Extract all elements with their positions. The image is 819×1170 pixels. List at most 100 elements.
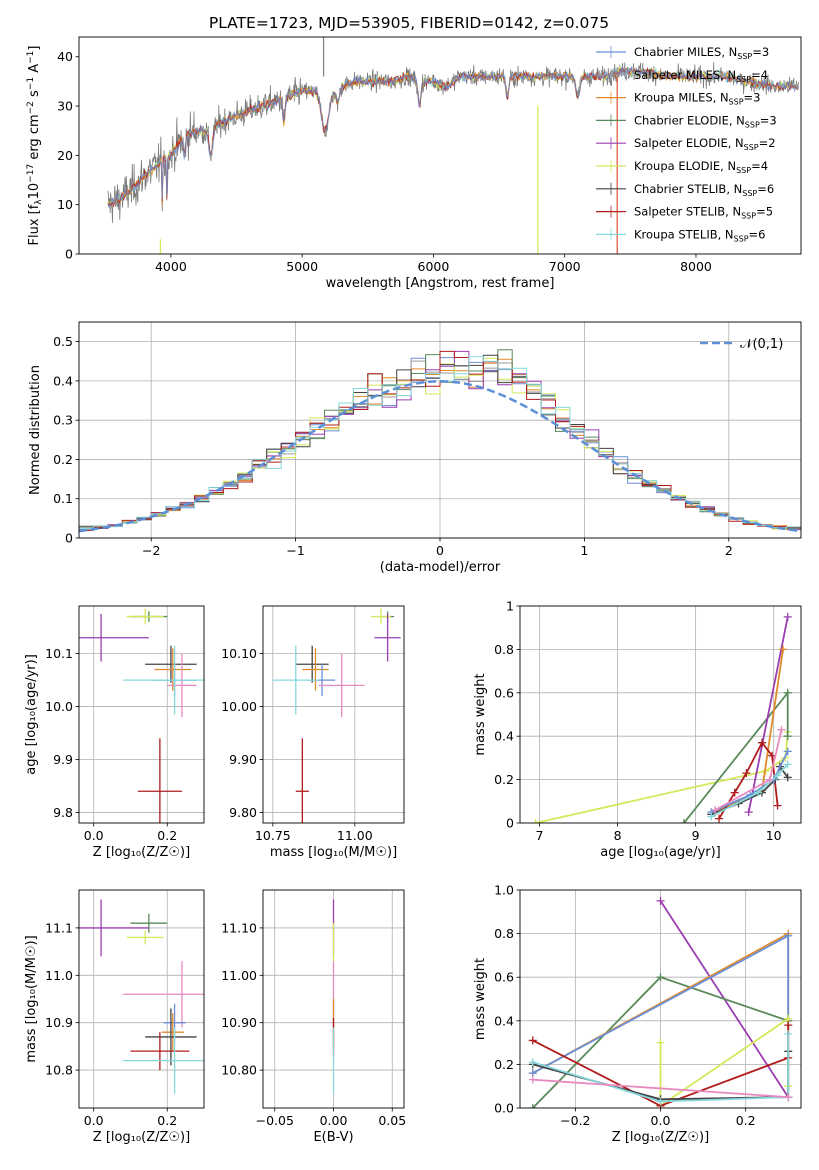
chart-age_vs_Z: 0.0 0.2 9.8 9.9 10.0 10.1 Z [log₁₀(Z/Z☉)] age [… [24, 605, 205, 860]
chart-spectrum: 4000 5000 6000 7000 8000 0 10 20 30 40 wavelength … [26, 36, 802, 291]
weight-point-marker [656, 896, 665, 905]
y-tick-label: 30 [57, 99, 73, 114]
y-tick-label: 10.9 [45, 1015, 73, 1030]
legend-label: Chabrier MILES, NSSP=3 [634, 45, 769, 61]
y-tick-label: 40 [57, 49, 73, 64]
plot-area-weight_vs_Z [520, 890, 801, 1108]
y-tick-label: 0 [65, 531, 73, 546]
errorbar-point [161, 1013, 184, 1052]
errorbar-point [302, 648, 329, 691]
weight-point-marker [707, 812, 716, 821]
x-tick-label: 1 [580, 543, 588, 558]
x-tick-label: 7000 [549, 259, 581, 274]
y-tick-label: 0.3 [53, 413, 73, 428]
weight-series-line [532, 1033, 790, 1103]
weight-point-marker [784, 1093, 793, 1102]
y-axis-label-part: λ [34, 199, 44, 205]
y-axis-label-part: ] [27, 46, 42, 51]
x-tick-label: 0.2 [157, 828, 177, 843]
y-axis-label: mass [log₁₀(M/M☉)] [24, 935, 39, 1062]
legend-label: Salpeter MILES, NSSP=4 [634, 68, 768, 84]
legend-suffix: =4 [751, 159, 768, 173]
y-axis-label-part: Flux [f [27, 204, 42, 245]
errorbar-point [79, 613, 149, 662]
weight-point-marker [773, 771, 782, 780]
weight-series-line [535, 731, 789, 823]
chart-mass_vs_ebv: −0.05 0.00 0.05 10.80 10.90 11.00 11.10 E(B-V) [221, 889, 406, 1145]
legend-sub: SSP [736, 166, 751, 175]
x-axis-label: E(B-V) [313, 1130, 353, 1145]
legend-name: Chabrier ELODIE, N [634, 113, 745, 127]
x-tick-label: 0.00 [320, 1113, 348, 1128]
legend-sub: SSP [736, 75, 751, 84]
x-tick-label: 0.2 [736, 1113, 756, 1128]
y-tick-label: 10.0 [45, 699, 73, 714]
legend-label: Kroupa ELODIE, NSSP=4 [634, 159, 768, 175]
chart-weight_vs_age: 7 8 9 10 0 0.2 0.4 0.6 0.8 1 age [log₁₀(age/yr)] ma… [473, 599, 802, 860]
legend-sub: SSP [729, 98, 744, 107]
x-axis-label: mass [log₁₀(M/M☉)] [270, 845, 397, 860]
axes-frame [78, 321, 802, 539]
x-axis-label: Z [log₁₀(Z/Z☉)] [93, 1130, 190, 1145]
legend-suffix: =4 [751, 68, 768, 82]
errorbar-point [123, 645, 204, 715]
y-axis-label: age [log₁₀(age/yr)] [24, 654, 39, 775]
x-tick-label: −0.05 [256, 1113, 294, 1128]
legend-sub: SSP [744, 143, 759, 152]
y-axis-label-part: A [27, 64, 42, 77]
weight-point-marker [679, 819, 688, 823]
y-tick-label: 10.90 [221, 1015, 257, 1030]
y-tick-label: 0.4 [53, 373, 73, 388]
axes-frame [78, 605, 205, 824]
legend-label: Salpeter STELIB, NSSP=5 [634, 205, 773, 221]
y-axis-label-part: −1 [26, 77, 36, 90]
errorbar-point [295, 738, 309, 823]
y-tick-label: 0.8 [494, 642, 514, 657]
weight-point-marker [754, 788, 763, 797]
weight-point-marker [742, 769, 751, 778]
weight-point-marker [528, 1104, 537, 1108]
y-axis-label: Normed distribution [28, 365, 43, 495]
legend-name: Kroupa ELODIE, N [634, 159, 736, 173]
axes-frame [262, 889, 405, 1109]
weight-point-marker [730, 788, 739, 797]
y-tick-label: 0.8 [494, 926, 514, 941]
errorbar-point [295, 645, 329, 683]
legend-suffix: =5 [756, 205, 773, 219]
legend-suffix: =3 [752, 45, 769, 59]
x-tick-label: 0.0 [84, 828, 104, 843]
y-axis-label-part: s [27, 90, 42, 101]
y-tick-label: 10 [57, 197, 73, 212]
y-tick-label: 0.6 [494, 970, 514, 985]
legend-name: Chabrier STELIB, N [634, 182, 742, 196]
x-tick-label: −2 [142, 543, 160, 558]
y-tick-label: 10.10 [221, 646, 257, 661]
weight-point-marker [531, 819, 540, 823]
x-tick-label: 0.0 [84, 1113, 104, 1128]
x-tick-label: 10 [766, 828, 782, 843]
plot-area-age_vs_mass [263, 606, 404, 823]
weight-point-marker [783, 688, 792, 697]
x-tick-label: 9 [692, 828, 700, 843]
weight-point-marker [656, 1097, 665, 1106]
weight-point-marker [779, 645, 788, 654]
plot-area-mass_vs_ebv [263, 890, 404, 1108]
legend-suffix: =3 [760, 113, 777, 127]
y-tick-label: 0.0 [494, 1101, 514, 1116]
weight-series-line [710, 750, 789, 813]
y-axis-label-part: −17 [26, 164, 36, 183]
weight-point-marker [656, 973, 665, 982]
chart-age_vs_mass: 10.75 11.00 9.80 9.90 10.00 10.10 mass [log₁₀(… [221, 605, 405, 860]
legend-name: Kroupa STELIB, N [634, 227, 734, 241]
x-tick-label: 4000 [155, 259, 187, 274]
y-tick-label: 0.2 [494, 1057, 514, 1072]
plot-area-age_vs_Z [79, 606, 204, 823]
x-axis-label: Z [log₁₀(Z/Z☉)] [93, 845, 190, 860]
weight-point-marker [744, 808, 753, 817]
y-tick-label: 0.1 [53, 491, 73, 506]
axes-frame [519, 889, 802, 1109]
axes-frame [262, 605, 405, 824]
weight-series-line [714, 649, 784, 813]
errorbar-point [154, 648, 192, 691]
legend-suffix: =6 [757, 182, 774, 196]
